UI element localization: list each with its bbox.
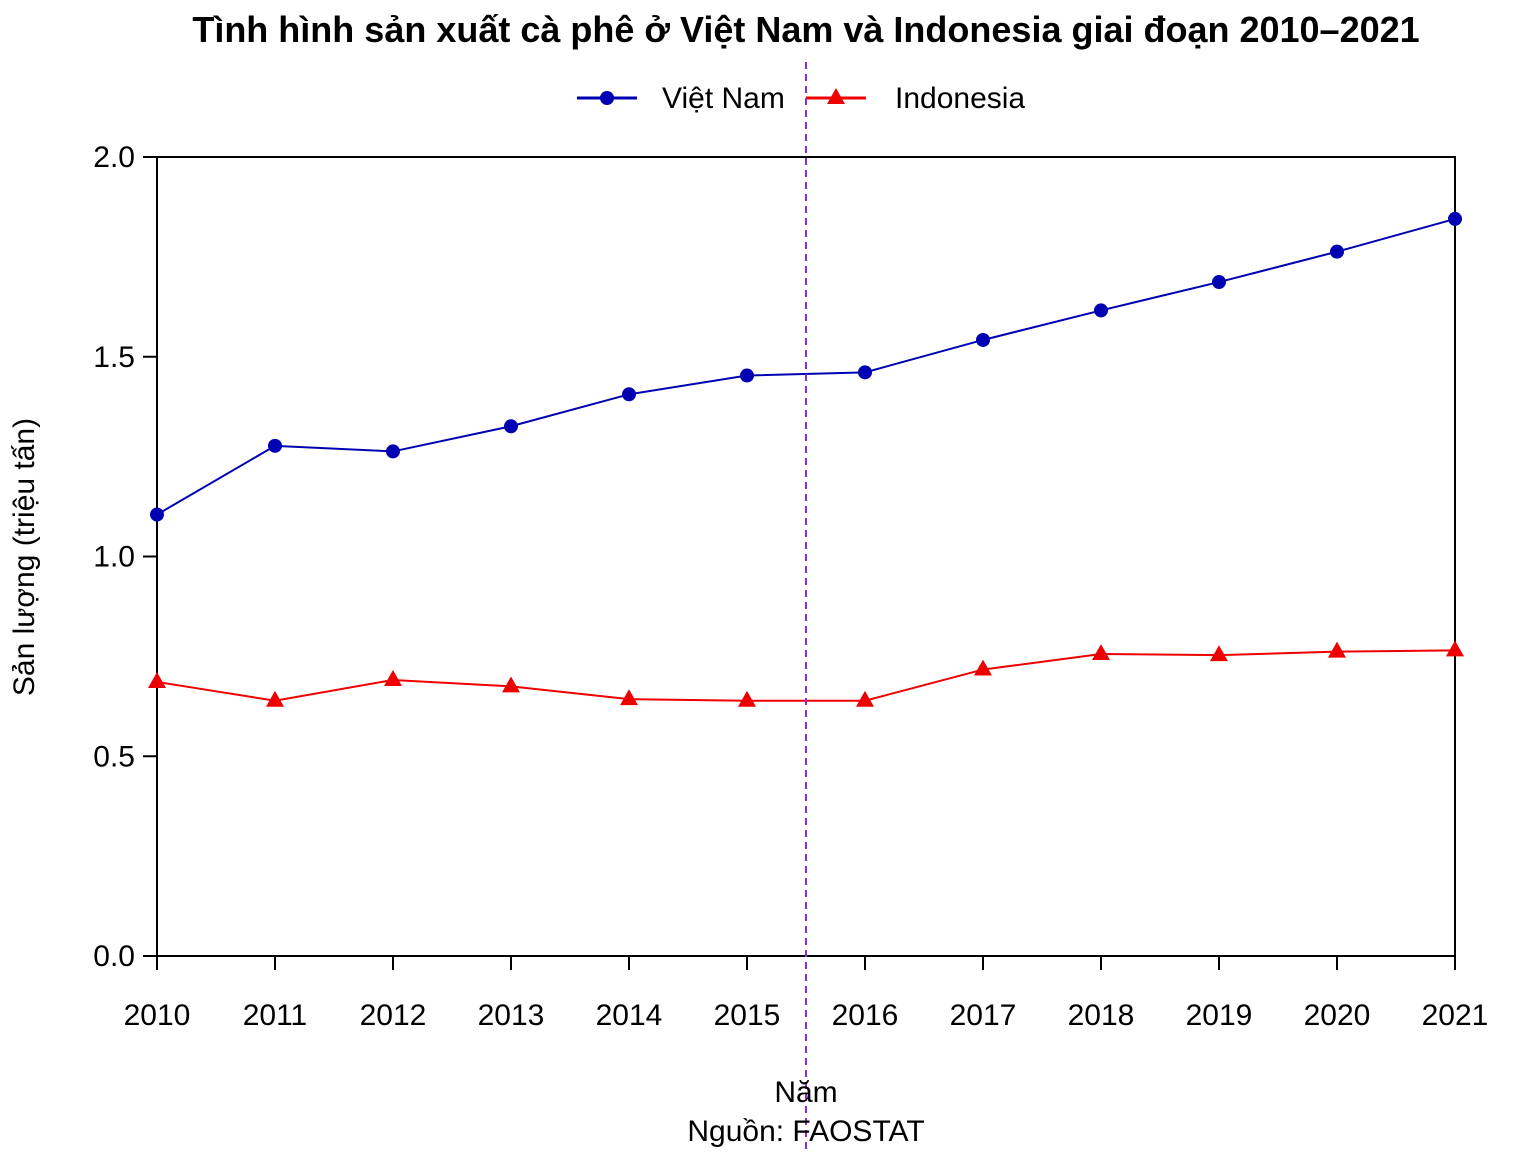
x-tick-label: 2017	[950, 999, 1017, 1032]
data-point	[1328, 641, 1346, 658]
x-tick-label: 2010	[124, 999, 191, 1032]
legend-item-viet-nam: Việt Nam	[577, 82, 785, 115]
data-point	[268, 438, 282, 453]
data-point	[856, 690, 874, 707]
series-line	[156, 217, 1456, 516]
series-viet-nam	[150, 211, 1462, 522]
data-point	[1448, 211, 1462, 226]
data-point	[1330, 244, 1344, 259]
data-point	[740, 368, 754, 383]
data-point	[976, 332, 990, 347]
x-axis: 2010 2011 2012 2013 2014 2015 2016 2017 2018 2019…	[124, 956, 1489, 1032]
y-tick-label: 0.5	[93, 740, 135, 773]
x-tick-label: 2019	[1186, 999, 1253, 1032]
legend-label: Việt Nam	[662, 82, 785, 115]
x-tick-label: 2012	[360, 999, 427, 1032]
legend-item-indonesia: Indonesia	[806, 82, 1025, 115]
x-tick-label: 2015	[714, 999, 781, 1032]
data-point	[502, 676, 520, 693]
legend-marker	[827, 88, 845, 104]
data-point	[858, 365, 872, 380]
x-tick-label: 2014	[596, 999, 663, 1032]
source-caption: Nguồn: FAOSTAT	[687, 1115, 924, 1148]
data-point	[384, 670, 402, 686]
data-point	[504, 419, 518, 434]
data-point	[620, 689, 638, 706]
x-tick-label: 2013	[478, 999, 545, 1032]
x-tick-label: 2016	[832, 999, 899, 1032]
chart-title: Tình hình sản xuất cà phê ở Việt Nam và …	[192, 9, 1419, 50]
data-point	[738, 690, 756, 707]
x-tick-label: 2021	[1422, 999, 1489, 1032]
data-point	[148, 672, 166, 688]
data-point	[266, 690, 284, 707]
x-axis-label: Năm	[774, 1076, 837, 1109]
data-point	[1446, 640, 1464, 657]
data-point	[1212, 275, 1226, 290]
y-tick-label: 1.5	[93, 341, 135, 374]
y-tick-label: 1.0	[93, 541, 135, 574]
y-axis-label: Sản lượng (triệu tấn)	[8, 418, 41, 696]
x-tick-label: 2018	[1068, 999, 1135, 1032]
data-point	[386, 444, 400, 459]
data-point	[622, 387, 636, 402]
legend-marker	[600, 91, 614, 105]
y-tick-label: 0.0	[93, 940, 135, 973]
data-point	[1094, 303, 1108, 318]
data-point	[974, 659, 992, 676]
x-tick-label: 2011	[243, 999, 308, 1032]
data-point	[1092, 644, 1110, 660]
x-tick-label: 2020	[1304, 999, 1371, 1032]
data-point	[1210, 645, 1228, 662]
legend: Việt Nam Indonesia	[577, 82, 1025, 115]
legend-label: Indonesia	[895, 82, 1025, 115]
data-point	[150, 507, 164, 522]
y-tick-label: 2.0	[93, 141, 135, 174]
y-axis: 0.0 0.5 1.0 1.5 2.0	[93, 141, 157, 973]
